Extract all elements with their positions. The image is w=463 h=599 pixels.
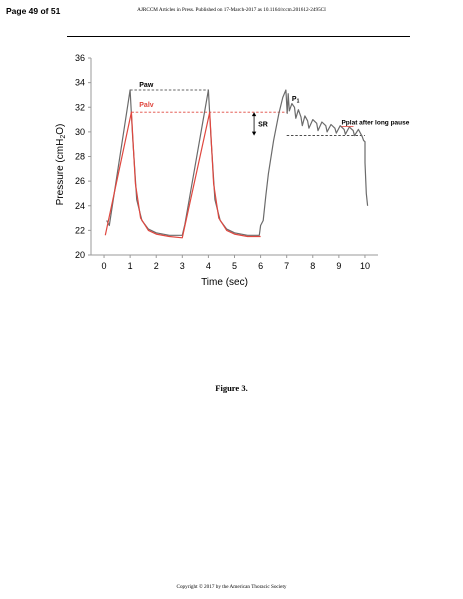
x-tick-label: 10 [360,261,370,271]
header-rule [67,36,410,37]
y-tick-label: 28 [75,152,85,162]
y-tick-label: 20 [75,250,85,260]
sr-arrow-up-icon [251,112,257,117]
x-tick-label: 5 [232,261,237,271]
annotations: Paw Palv SR P1 Pplat after long pause [139,82,410,136]
copyright-footer: Copyright © 2017 by the American Thoraci… [176,584,287,590]
y-axis-title: Pressure (cmH2O) [55,124,67,206]
x-tick-label: 8 [310,261,315,271]
x-tick-label: 7 [284,261,289,271]
y-tick-label: 30 [75,127,85,137]
y-tick-label: 24 [75,201,85,211]
x-tick-label: 4 [206,261,211,271]
label-palv: Palv [139,102,154,109]
y-tick-label: 32 [75,102,85,112]
series-lines [104,89,369,239]
x-tick-label: 2 [154,261,159,271]
series-line-palv [104,111,261,239]
label-p1: P1 [292,96,300,105]
x-tick-label: 6 [258,261,263,271]
y-tick-label: 26 [75,176,85,186]
y-tick-label: 34 [75,78,85,88]
x-axis-title: Time (sec) [201,277,248,288]
y-tick-label: 22 [75,225,85,235]
figure-caption: Figure 3. [215,383,248,393]
x-tick-label: 1 [128,261,133,271]
label-paw: Paw [139,82,154,89]
sr-arrow-down-icon [251,131,257,136]
x-tick-label: 9 [336,261,341,271]
label-sr: SR [258,121,268,128]
x-tick-label: 3 [180,261,185,271]
series-line-paw [106,89,369,236]
reference-lines [130,89,365,136]
running-header: AJRCCM Articles in Press. Published on 1… [137,7,326,13]
x-tick-label: 0 [102,261,107,271]
page-number: Page 49 of 51 [6,6,61,16]
y-tick-label: 36 [75,53,85,63]
label-pplat: Pplat after long pause [341,119,409,126]
